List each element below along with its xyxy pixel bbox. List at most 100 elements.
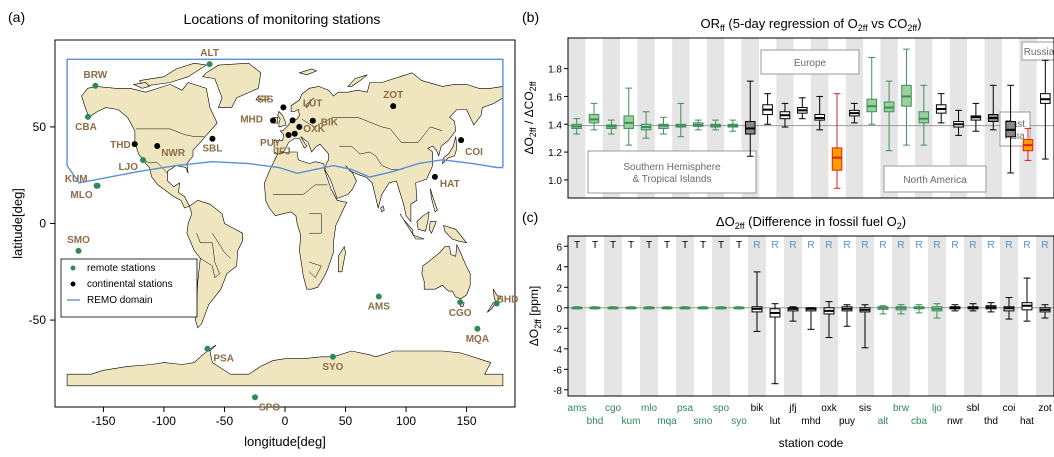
top-marker: T (592, 240, 598, 251)
box-nwr (935, 93, 947, 124)
box-jfj (787, 306, 799, 322)
box-jfj (779, 102, 791, 128)
y-tick-label: 0 (556, 304, 562, 315)
station-label-bhd: BHD (497, 295, 519, 306)
top-marker: R (1005, 240, 1012, 251)
y-tick-label: -6 (553, 365, 562, 376)
box-z2 (1040, 59, 1051, 160)
station-marker-jfj (291, 130, 298, 137)
station-label-oxk: OXK (303, 124, 325, 135)
box-kum (623, 87, 635, 146)
box-thd (985, 302, 997, 313)
box-puy (841, 304, 853, 327)
land-svalbard (298, 68, 318, 76)
station-label-syo: SYO (322, 362, 343, 373)
x-tick-label-thd: thd (984, 416, 998, 427)
box-mlo (643, 306, 655, 310)
y-tick-label: 50 (33, 120, 47, 134)
y-tick-label: 1.6 (548, 92, 562, 103)
band (964, 236, 982, 396)
top-marker: T (664, 240, 670, 251)
box-ams (571, 118, 582, 135)
box-hat (1005, 84, 1016, 174)
band (676, 236, 694, 396)
box-hat (1021, 277, 1033, 322)
station-marker-cgo (457, 299, 464, 306)
world-map: BRW ALT CBA THD NWR SBL LJO KUM MLO SMO LUT SIS MHD P… (10, 39, 519, 449)
x-tick-label-ljo: ljo (932, 403, 942, 414)
station-label-kum: KUM (65, 174, 88, 185)
band (604, 236, 622, 396)
x-tick-label: 100 (396, 414, 416, 428)
station-label-hat: HAT (440, 179, 460, 190)
y-tick-label: 1.0 (548, 176, 562, 187)
top-marker: R (879, 240, 886, 251)
x-tick-label: -50 (216, 414, 234, 428)
station-label-zot: ZOT (383, 90, 403, 101)
x-tick-label-puy: puy (839, 416, 855, 427)
land-north-america (81, 82, 218, 209)
station-label-alt: ALT (200, 48, 219, 59)
top-marker: R (825, 240, 832, 251)
land-borneo (416, 211, 430, 232)
land-antarctica (66, 344, 504, 387)
x-tick-label-brw: brw (893, 403, 910, 414)
x-tick-label-lut: lut (770, 416, 781, 427)
station-marker-thd (131, 141, 138, 148)
box-sis (859, 304, 871, 349)
y-tick-label: 1.2 (548, 148, 562, 159)
top-marker: T (736, 240, 742, 251)
border-line (136, 128, 204, 137)
remo-domain-south-boundary (66, 159, 503, 184)
x-tick-label-oxk: oxk (821, 403, 838, 414)
annotation-russia: Russia (1024, 47, 1054, 58)
box-puy (831, 93, 843, 189)
station-label-mlo: MLO (70, 190, 92, 201)
box-syo (733, 306, 745, 310)
annotation-north-america-box (883, 165, 987, 193)
x-tick-label: 0 (282, 414, 289, 428)
box-bhd (589, 306, 601, 310)
annotation-north-america: North America (903, 175, 967, 186)
station-marker-smo (75, 247, 82, 254)
y-tick-label: -4 (553, 345, 562, 356)
x-tick-label-alt: alt (878, 416, 889, 427)
box-lut (762, 93, 773, 125)
box-mhd (797, 97, 808, 120)
x-tick-label-bik: bik (751, 403, 765, 414)
border-line (309, 213, 322, 234)
do2ff-x-axis-label: station code (779, 436, 844, 450)
station-label-psa: PSA (213, 354, 234, 365)
top-marker: T (682, 240, 688, 251)
box-spo (715, 306, 727, 310)
station-marker-lut (289, 117, 296, 124)
border-line (339, 145, 403, 170)
station-marker-sis (280, 104, 287, 111)
station-label-mhd: MHD (240, 115, 263, 126)
box-alt (877, 305, 889, 315)
remo-domain-outline (66, 58, 504, 168)
box-sis (849, 102, 860, 124)
top-marker: R (1023, 240, 1030, 251)
orff-boxplot: ORff (5-day regression of O2ff vs CO2ff)… (522, 16, 1054, 199)
top-marker: R (969, 240, 976, 251)
land-eurasia (273, 72, 504, 223)
land-arctic-islands-2 (132, 82, 150, 89)
legend-box (60, 258, 198, 318)
border-line (212, 233, 231, 259)
station-marker-alt (206, 61, 213, 68)
legend-swatch (70, 265, 76, 271)
land-africa (264, 151, 348, 290)
y-tick-label: 4 (556, 263, 562, 274)
station-marker-ams (375, 293, 382, 300)
y-tick-label: 2 (556, 283, 562, 294)
x-tick-label-kum: kum (622, 416, 641, 427)
land-novaya (347, 74, 368, 87)
land-scandinavia-sea (305, 97, 315, 109)
station-label-bik: BIK (321, 118, 339, 129)
band (640, 236, 658, 396)
station-label-cgo: CGO (449, 308, 472, 319)
box-smo (692, 119, 704, 131)
top-marker: T (628, 240, 634, 251)
